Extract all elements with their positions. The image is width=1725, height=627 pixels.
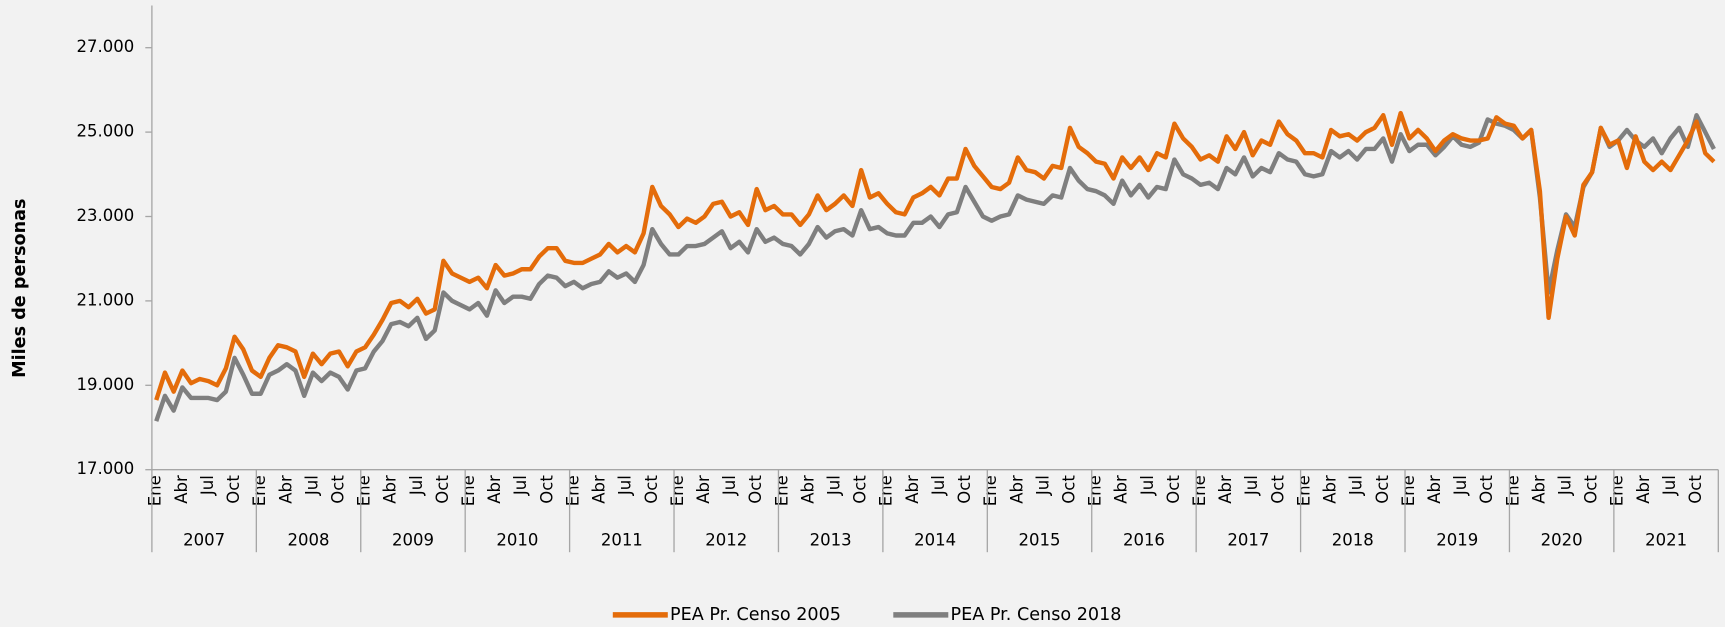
x-tick-label: Jul [616,475,635,496]
x-tick-label: Jul [302,475,321,496]
x-tick-label: Abr [1634,475,1653,504]
x-tick-label: Ene [1608,475,1627,506]
legend-label: PEA Pr. Censo 2018 [951,605,1122,625]
x-tick-label: Oct [224,475,243,504]
x-tick-label: Ene [877,475,896,506]
year-label: 2013 [810,531,852,550]
x-tick-label: Jul [1660,475,1679,496]
year-label: 2014 [914,531,956,550]
year-label: 2012 [705,531,747,550]
x-tick-label: Abr [485,475,504,504]
x-tick-label: Jul [1242,475,1261,496]
x-tick-label: Jul [511,475,530,496]
x-tick-label: Ene [1503,475,1522,506]
x-tick-label: Jul [720,475,739,496]
year-label: 2020 [1541,531,1583,550]
y-axis-label: Miles de personas [10,199,30,378]
year-label: 2011 [601,531,643,550]
x-tick-label: Oct [642,475,661,504]
x-tick-label: Ene [668,475,687,506]
x-tick-label: Ene [563,475,582,506]
x-tick-label: Ene [250,475,269,506]
year-label: 2018 [1332,531,1374,550]
x-tick-label: Abr [590,475,609,504]
y-tick-label: 17.000 [77,459,135,478]
y-tick-label: 27.000 [77,37,135,56]
x-tick-label: Abr [903,475,922,504]
x-tick-label: Abr [381,475,400,504]
x-tick-label: Abr [172,475,191,504]
x-tick-label: Ene [772,475,791,506]
x-tick-label: Oct [1268,475,1287,504]
x-tick-label: Ene [459,475,478,506]
x-tick-label: Abr [694,475,713,504]
x-tick-label: Abr [1216,475,1235,504]
x-tick-label: Oct [1477,475,1496,504]
y-tick-label: 25.000 [77,122,135,141]
x-tick-label: Abr [1529,475,1548,504]
legend-label: PEA Pr. Censo 2005 [670,605,841,625]
year-label: 2007 [183,531,225,550]
year-label: 2015 [1019,531,1061,550]
x-tick-label: Abr [798,475,817,504]
x-tick-label: Oct [537,475,556,504]
year-label: 2021 [1645,531,1687,550]
x-tick-label: Jul [1138,475,1157,496]
y-tick-label: 19.000 [77,375,135,394]
x-tick-label: Jul [1451,475,1470,496]
x-tick-label: Abr [1007,475,1026,504]
x-tick-label: Ene [1294,475,1313,506]
x-tick-label: Oct [433,475,452,504]
year-label: 2017 [1227,531,1269,550]
year-label: 2016 [1123,531,1165,550]
x-tick-label: Oct [955,475,974,504]
x-tick-label: Ene [1399,475,1418,506]
y-tick-label: 23.000 [77,206,135,225]
x-tick-label: Ene [146,475,165,506]
series-line [154,110,1716,401]
x-tick-label: Oct [851,475,870,504]
x-tick-label: Oct [1582,475,1601,504]
x-tick-label: Ene [1086,475,1105,506]
x-tick-label: Jul [825,475,844,496]
year-label: 2008 [288,531,330,550]
x-tick-label: Ene [981,475,1000,506]
x-tick-label: Abr [1321,475,1340,504]
x-tick-label: Jul [407,475,426,496]
x-tick-label: Jul [1347,475,1366,496]
x-tick-label: Abr [1425,475,1444,504]
x-tick-label: Oct [1059,475,1078,504]
x-tick-label: Oct [328,475,347,504]
x-tick-label: Jul [198,475,217,496]
year-label: 2019 [1436,531,1478,550]
x-tick-label: Jul [929,475,948,496]
x-tick-label: Oct [1373,475,1392,504]
x-tick-label: Ene [1190,475,1209,506]
x-tick-label: Ene [355,475,374,506]
x-tick-label: Abr [276,475,295,504]
y-tick-label: 21.000 [77,290,135,309]
year-label: 2009 [392,531,434,550]
x-tick-label: Abr [1112,475,1131,504]
x-tick-label: Oct [1686,475,1705,504]
series-line [154,113,1716,422]
x-tick-label: Oct [1164,475,1183,504]
year-label: 2010 [496,531,538,550]
x-tick-label: Oct [746,475,765,504]
x-tick-label: Jul [1033,475,1052,496]
x-tick-label: Jul [1556,475,1575,496]
